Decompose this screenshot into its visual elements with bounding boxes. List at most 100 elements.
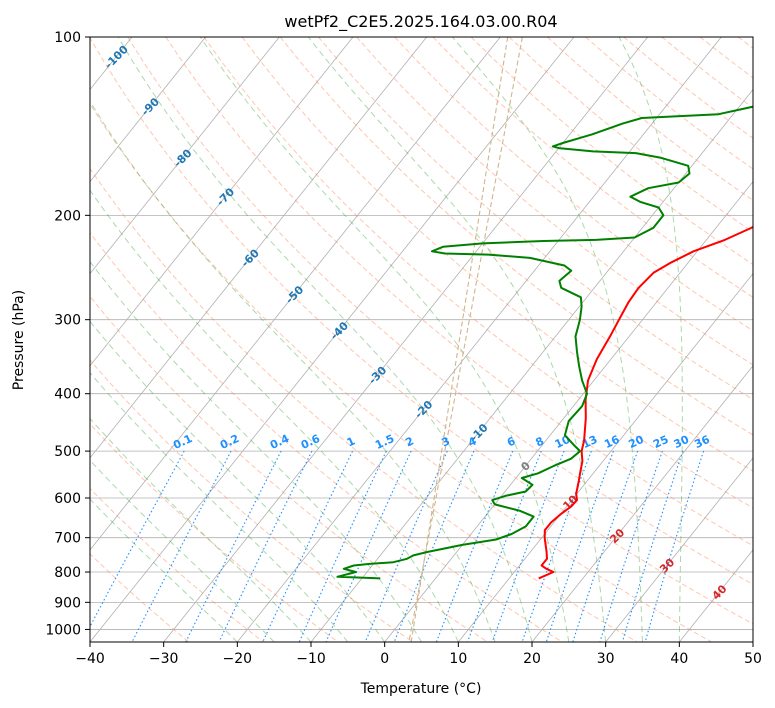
dewpoint-profile-line [336, 105, 753, 580]
mixing-ratio-line [325, 450, 412, 642]
isotherm-line [90, 37, 427, 459]
dry-adiabat-line [165, 37, 753, 547]
isotherm-label: -60 [239, 246, 262, 269]
mixing-ratio-line [599, 450, 663, 642]
y-tick-label: 400 [54, 387, 81, 403]
isotherm-label: 20 [607, 526, 627, 546]
mixing-ratio-line [621, 450, 684, 642]
moist-adiabat-line [90, 372, 349, 642]
mixing-ratio-label: 10 [553, 433, 573, 451]
dry-adiabat-line [737, 37, 753, 49]
isotherm-line [90, 37, 206, 183]
moist-adiabat-line [90, 189, 459, 642]
dry-adiabat-line [241, 37, 753, 472]
y-tick-label: 500 [54, 444, 81, 460]
dry-adiabat-line [508, 37, 753, 233]
mixing-ratio-line [131, 450, 232, 642]
x-tick-label: 20 [523, 651, 541, 667]
hypsometric-line [408, 37, 523, 642]
mixing-ratio-line [298, 450, 387, 642]
dry-adiabat-line [90, 295, 488, 642]
x-tick-label: 0 [380, 651, 389, 667]
mixing-ratio-line [364, 450, 448, 642]
moist-adiabat-line [90, 459, 275, 642]
moist-adiabat-line [451, 37, 643, 642]
mixing-ratio-label: 25 [651, 433, 670, 451]
mixing-ratio-label: 8 [534, 434, 546, 449]
isotherm-label: -50 [283, 283, 306, 306]
y-tick-label: 1000 [45, 622, 81, 638]
isotherm-label: -80 [171, 146, 194, 169]
dry-adiabat-line [547, 37, 753, 201]
dry-adiabat-line [90, 359, 414, 642]
isotherm-line [679, 549, 753, 642]
isotherm-line [90, 37, 501, 551]
isotherm-label: -90 [139, 95, 162, 118]
dry-adiabat-line [394, 37, 753, 332]
mixing-ratio-line [90, 450, 185, 628]
dry-adiabat-line [127, 37, 753, 586]
moist-adiabat-line [199, 37, 570, 642]
isotherm-label: 10 [560, 492, 580, 512]
x-tick-label: −10 [296, 651, 326, 667]
dry-adiabat-line [432, 37, 753, 298]
mixing-ratio-line [393, 450, 475, 642]
profile-lines [336, 105, 753, 580]
dry-adiabat-line [203, 37, 753, 509]
isotherm-line [0, 37, 58, 642]
mixing-ratio-line [435, 450, 514, 642]
moist-adiabat-line [117, 37, 533, 642]
mixing-ratio-line [185, 450, 282, 642]
mixing-ratio-line [262, 450, 353, 642]
isotherm-label: -20 [412, 398, 435, 421]
mixing-ratio-label: 0.1 [171, 432, 194, 452]
x-axis-label: Temperature (°C) [360, 681, 482, 697]
y-tick-label: 600 [54, 491, 81, 507]
isotherm-line [90, 37, 575, 642]
mixing-ratio-label: 0.2 [218, 432, 241, 452]
x-tick-label: 40 [670, 651, 688, 667]
isotherm-label: 40 [710, 582, 730, 602]
isotherm-label: -100 [102, 43, 131, 72]
mixing-ratio-label: 0.4 [268, 432, 291, 452]
mixing-ratio-line [218, 450, 313, 642]
y-tick-label: 100 [54, 30, 81, 46]
x-axis: −40 −30 −20 −10 0 10 20 30 40 50 [75, 642, 762, 667]
isotherm-line [384, 180, 753, 642]
dry-adiabat-line [90, 167, 638, 642]
mixing-ratio-label: 36 [692, 433, 712, 451]
x-tick-label: −30 [149, 651, 179, 667]
y-tick-label: 900 [54, 595, 81, 611]
x-tick-label: 50 [744, 651, 762, 667]
isotherm-line [310, 88, 753, 642]
mixing-ratio-label: 0.6 [299, 432, 322, 452]
isotherm-line [90, 37, 354, 367]
mixing-ratio-label: 2 [403, 434, 415, 449]
isotherm-line [163, 37, 648, 642]
moist-adiabat-line [618, 37, 683, 642]
dry-adiabat-line [90, 423, 339, 642]
x-tick-label: 10 [449, 651, 467, 667]
y-tick-label: 300 [54, 313, 81, 329]
y-tick-label: 700 [54, 531, 81, 547]
chart-title: wetPf2_C2E5.2025.164.03.00.R04 [284, 12, 557, 32]
dry-adiabat-line [90, 103, 712, 642]
moist-adiabat-line [90, 100, 496, 642]
moist-adiabat-line [90, 498, 238, 642]
mixing-ratio-label: 20 [627, 433, 647, 451]
dry-adiabat-line [356, 37, 753, 366]
isotherm-label: -70 [214, 185, 237, 208]
dry-adiabat-line [470, 37, 753, 266]
mixing-ratio-line [466, 450, 542, 642]
isotherm-line [605, 457, 753, 642]
y-axis-label: Pressure (hPa) [11, 290, 27, 390]
dry-adiabat-line [699, 37, 753, 79]
x-tick-label: −20 [223, 651, 253, 667]
mixing-ratio-label: 1.5 [373, 432, 396, 452]
isotherm-line [90, 37, 280, 275]
x-tick-label: 30 [597, 651, 615, 667]
isotherm-label: 30 [657, 556, 677, 576]
temperature-profile-line [538, 225, 753, 580]
mixing-ratio-line [491, 450, 565, 642]
